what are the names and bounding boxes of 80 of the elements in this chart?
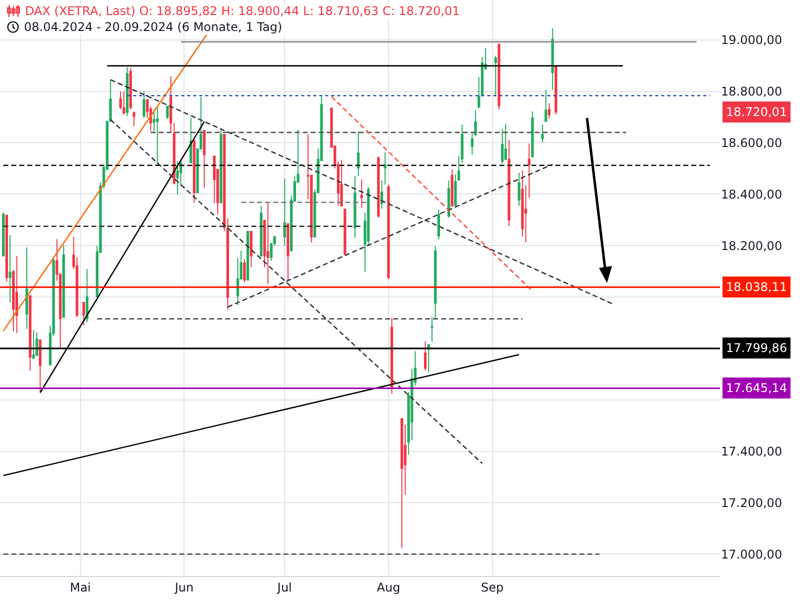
y-tick-label: 17.200,00 (721, 496, 782, 510)
x-tick-label: Mai (70, 580, 91, 594)
candlestick (38, 339, 42, 393)
ref-line-label: 18.038,11 (726, 280, 788, 294)
candlestick (82, 302, 86, 326)
y-tick-label: 18.800,00 (721, 84, 782, 98)
candlestick (434, 246, 437, 320)
candlestick (528, 142, 530, 198)
candlestick (8, 234, 12, 303)
candlestick (531, 110, 534, 158)
candlestick (437, 208, 440, 240)
candlestick (15, 255, 18, 334)
y-tick-label: 18.600,00 (721, 136, 782, 150)
candlestick (156, 106, 159, 165)
candlestick (344, 208, 346, 255)
candlestick (243, 258, 246, 283)
candlestick (354, 176, 356, 238)
candlestick (504, 123, 507, 160)
candlestick (544, 89, 548, 122)
candlestick (129, 68, 132, 110)
ref-line-label: 17.645,14 (726, 381, 788, 395)
candlestick (384, 152, 386, 186)
candlestick (250, 230, 252, 268)
x-tick-label: Jun (174, 580, 194, 594)
candlestick (202, 130, 206, 188)
candlestick (430, 316, 434, 342)
candlestick (132, 110, 136, 127)
candlestick (192, 139, 196, 204)
candlestick (340, 159, 343, 206)
candlestick (450, 168, 454, 206)
candlestick (36, 332, 38, 356)
candlestick (190, 118, 192, 164)
candlestick (220, 130, 222, 204)
candlestick (494, 55, 497, 97)
candlestick (126, 66, 129, 117)
y-tick-label: 17.000,00 (721, 547, 782, 562)
candlestick (498, 42, 500, 110)
candlestick (380, 180, 384, 210)
candlestick (122, 90, 126, 116)
candlestick (548, 102, 551, 120)
ref-line-label: 17.799,86 (726, 341, 788, 355)
candlestick (2, 212, 5, 256)
candlestick (447, 180, 450, 218)
y-tick-label: 18.200,00 (721, 238, 782, 253)
candlestick (400, 418, 404, 549)
y-tick-label: 19.000,00 (721, 33, 782, 48)
candlestick (551, 28, 554, 90)
candlestick (427, 344, 430, 373)
candlestick (25, 246, 28, 330)
candlestick (266, 202, 270, 285)
candlestick (518, 172, 520, 206)
candlestick (390, 318, 394, 394)
text: 18.720,01 (726, 105, 788, 119)
candlestick (142, 90, 146, 119)
candlestick (357, 130, 360, 177)
chart-title: DAX (XETRA, Last) O: 18.895,82 H: 18.900,44 L: 18.710,63 C: 18.720,01 (25, 3, 460, 19)
x-tick-label: Aug (376, 580, 400, 594)
candlestick (387, 184, 390, 280)
candlestick (360, 178, 363, 208)
candlestick (377, 156, 380, 218)
text: 08.04.2024 - 20.09.2024 (6 Monate, 1 Tag) (24, 19, 282, 35)
candlestick (246, 230, 250, 281)
y-tick-label: 18.400,00 (721, 187, 782, 202)
x-tick-label: Sep (480, 580, 504, 594)
candlestick (424, 340, 427, 372)
x-tick-label: Jul (276, 580, 292, 594)
candlestick (5, 214, 8, 282)
candlestick (554, 64, 558, 115)
candlestick (86, 268, 88, 323)
candlestick (176, 160, 179, 195)
candlestick (32, 330, 35, 360)
candlestick (166, 106, 169, 120)
candlestick (286, 223, 290, 282)
candlestick (283, 178, 286, 246)
candlestick (260, 205, 263, 256)
candlestick (508, 140, 510, 227)
candlestick (541, 124, 544, 143)
candlestick (62, 244, 65, 318)
candlestick (28, 295, 32, 372)
y-tick-label: 17.400,00 (721, 444, 782, 458)
